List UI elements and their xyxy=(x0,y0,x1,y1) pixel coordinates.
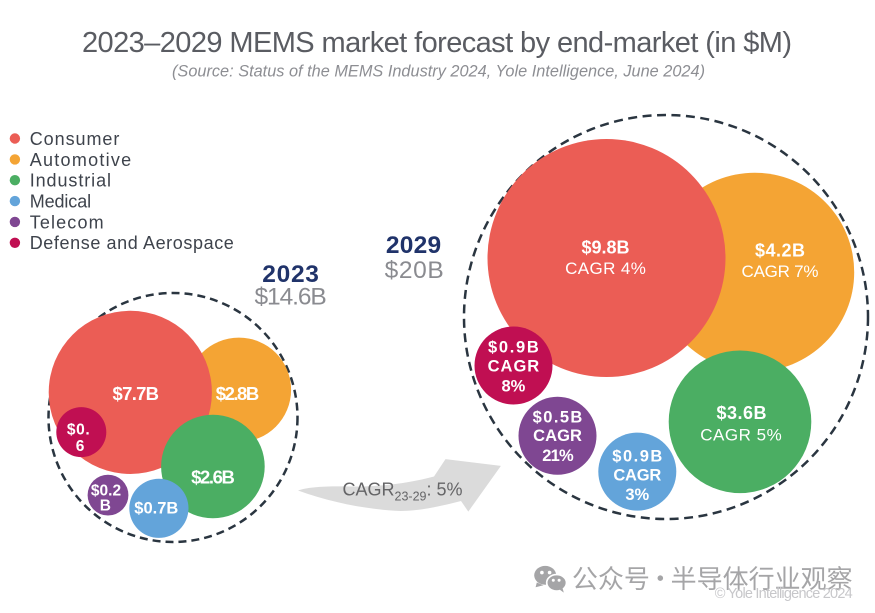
svg-text:$0.: $0. xyxy=(67,422,90,439)
svg-text:$0.5B: $0.5B xyxy=(533,408,583,426)
svg-text:$7.7B: $7.7B xyxy=(113,383,160,404)
svg-text:$14.6B: $14.6B xyxy=(254,284,326,311)
svg-text:$0.2: $0.2 xyxy=(91,482,121,499)
svg-text:CAGR 4%: CAGR 4% xyxy=(565,259,646,278)
svg-text:$0.9B: $0.9B xyxy=(612,447,662,465)
svg-text:CAGR 7%: CAGR 7% xyxy=(742,262,819,281)
svg-text:8%: 8% xyxy=(501,377,525,395)
svg-text:B: B xyxy=(100,498,111,515)
svg-text:© Yole Intelligence 2024: © Yole Intelligence 2024 xyxy=(715,586,853,602)
svg-text:CAGR: CAGR xyxy=(613,466,661,484)
svg-text:21%: 21% xyxy=(542,447,574,465)
svg-text:Telecom: Telecom xyxy=(30,212,105,232)
svg-text:Defense and Aerospace: Defense and Aerospace xyxy=(30,233,235,253)
svg-text:$2.6B: $2.6B xyxy=(191,467,235,488)
svg-text:3%: 3% xyxy=(625,486,649,504)
svg-text:CAGR 5%: CAGR 5% xyxy=(700,425,782,444)
svg-text:2023–2029 MEMS market forecast: 2023–2029 MEMS market forecast by end-ma… xyxy=(82,27,792,59)
svg-text:$2.8B: $2.8B xyxy=(216,383,260,404)
svg-text:CAGR: CAGR xyxy=(488,358,540,376)
svg-text:2029: 2029 xyxy=(386,232,441,259)
svg-text:Consumer: Consumer xyxy=(30,129,121,149)
svg-text:6: 6 xyxy=(76,438,85,455)
svg-text:(Source: Status of the MEMS In: (Source: Status of the MEMS Industry 202… xyxy=(172,63,705,81)
svg-text:Industrial: Industrial xyxy=(30,171,112,191)
svg-text:CAGR: CAGR xyxy=(533,427,582,445)
svg-text:$4.2B: $4.2B xyxy=(755,241,805,261)
svg-text:$20B: $20B xyxy=(385,257,444,284)
svg-text:2023: 2023 xyxy=(262,261,319,288)
svg-text:$3.6B: $3.6B xyxy=(717,403,767,423)
svg-text:CAGR23-29: 5%: CAGR23-29: 5% xyxy=(343,480,463,504)
svg-text:Medical: Medical xyxy=(30,192,92,212)
svg-text:Automotive: Automotive xyxy=(30,150,133,170)
svg-text:$0.7B: $0.7B xyxy=(134,499,178,517)
svg-text:$9.8B: $9.8B xyxy=(582,238,630,258)
svg-text:$0.9B: $0.9B xyxy=(488,338,539,356)
